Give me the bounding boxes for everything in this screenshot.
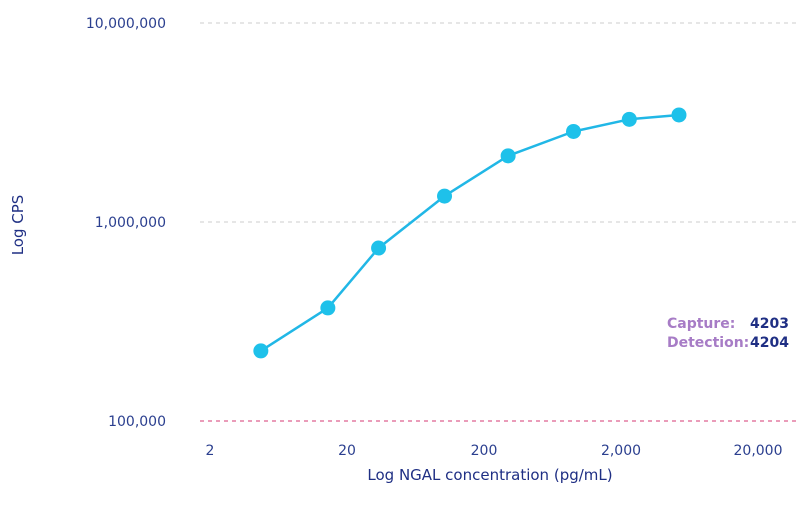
y-axis-title: Log CPS bbox=[9, 195, 27, 256]
x-tick-label: 2,000 bbox=[601, 443, 641, 459]
gridlines bbox=[200, 22, 800, 422]
x-tick-label: 200 bbox=[471, 443, 498, 459]
y-tick-label: 1,000,000 bbox=[95, 215, 166, 231]
data-point bbox=[500, 148, 516, 164]
legend-detection-value: 4204 bbox=[750, 335, 789, 351]
series-line bbox=[260, 113, 680, 352]
y-tick-label: 10,000,000 bbox=[86, 16, 166, 32]
legend-box: Capture: 4203 Detection: 4204 bbox=[667, 316, 789, 351]
data-point bbox=[253, 343, 269, 359]
x-tick-labels: 2 20 200 2,000 20,000 bbox=[206, 443, 783, 459]
legend-detection-key: Detection: bbox=[667, 335, 749, 351]
data-point bbox=[671, 107, 687, 123]
legend-capture-key: Capture: bbox=[667, 316, 735, 332]
data-point bbox=[621, 111, 637, 127]
data-point bbox=[437, 188, 453, 204]
data-point bbox=[565, 123, 581, 139]
legend-capture-value: 4203 bbox=[750, 316, 789, 332]
y-tick-labels: 100,000 1,000,000 10,000,000 bbox=[86, 16, 166, 430]
series bbox=[253, 107, 687, 359]
data-point bbox=[320, 300, 336, 316]
x-tick-label: 20,000 bbox=[734, 443, 783, 459]
x-tick-label: 2 bbox=[206, 443, 215, 459]
x-tick-label: 20 bbox=[338, 443, 356, 459]
y-tick-label: 100,000 bbox=[108, 414, 166, 430]
data-point bbox=[371, 240, 387, 256]
x-axis-title: Log NGAL concentration (pg/mL) bbox=[367, 466, 612, 484]
